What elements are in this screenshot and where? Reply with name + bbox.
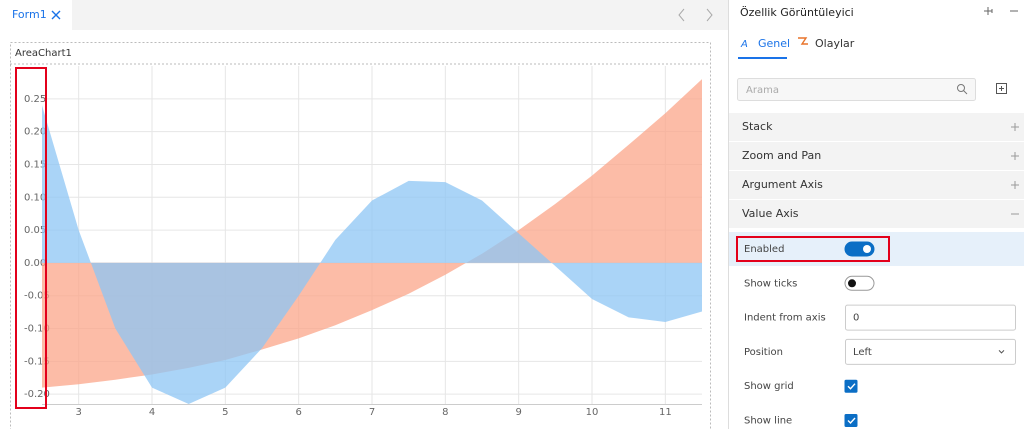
section-label[interactable]: Zoom and Pan [742,149,821,162]
property-list: Stack Zoom and Pan Argument Axis Value Axis… [729,113,1024,427]
section-label[interactable]: Value Axis [742,207,799,220]
next-arrow[interactable] [706,8,713,22]
highlight-box [15,67,47,409]
section-label[interactable]: Stack [742,120,773,133]
property-label: Position [744,347,783,358]
y-tick-label: 0.20 [24,127,46,138]
checkbox[interactable] [844,379,858,393]
y-tick-label: 0.15 [24,159,46,170]
search-icon-handle [963,90,968,95]
check-mark [847,383,856,390]
section-header[interactable] [729,142,1024,170]
x-tick-label: 7 [369,407,375,418]
add-icon-plus [999,86,1004,91]
search-icon [957,84,965,92]
chart-title: AreaChart1 [15,48,72,59]
y-tick-label: -0.15 [24,356,50,367]
x-tick-label: 3 [75,407,81,418]
x-tick-label: 5 [222,407,228,418]
y-tick-label: 0.05 [24,225,46,236]
tab-title[interactable]: Form1 [12,8,47,21]
tab-underline [738,57,787,59]
dropdown-arrow [998,350,1005,354]
x-tick-label: 10 [586,407,599,418]
x-tick-label: 8 [442,407,448,418]
input-value[interactable]: 0 [853,313,859,324]
toggle-knob [863,245,871,253]
events-icon [798,37,808,45]
property-label: Show grid [744,381,794,392]
checkbox[interactable] [844,414,858,427]
check-mark [847,417,856,425]
x-tick-label: 4 [149,407,155,418]
prev-arrow[interactable] [678,8,685,22]
property-label: Show ticks [744,278,797,289]
tab-bar [0,0,728,30]
general-icon: A [740,39,748,50]
tab-events[interactable]: Olaylar [815,37,855,50]
search-placeholder[interactable]: Arama [746,85,779,96]
property-label: Indent from axis [744,313,826,324]
section-header[interactable] [729,171,1024,199]
control-border [10,42,711,429]
expand-icon[interactable] [1011,152,1019,160]
y-tick-label: 0.00 [24,258,46,269]
plot: -0.20 -0.15 -0.10 -0.05 0.00 0.05 0.10 0.15 0.20… [24,66,702,418]
panel-title: Özellik Görüntüleyici [740,6,854,19]
y-tick-label: -0.05 [24,291,50,302]
section-header[interactable] [729,113,1024,141]
search-box[interactable] [737,78,976,101]
toggle-knob [848,279,856,288]
property-label: Enabled [744,244,784,255]
y-tick-label: 0.10 [24,192,46,203]
highlight-box [736,236,890,262]
y-tick-label: -0.10 [24,324,50,335]
x-tick-label: 9 [515,407,521,418]
number-input[interactable] [845,304,1016,331]
y-tick-label: -0.20 [24,389,50,400]
x-tick-label: 6 [295,407,301,418]
add-icon[interactable] [996,83,1007,94]
dropdown-value[interactable]: Left [853,347,872,358]
panel-icons[interactable] [984,7,1018,15]
x-tick-label: 11 [659,407,672,418]
close-icon[interactable] [51,10,61,20]
expand-icon[interactable] [1011,181,1019,189]
section-label[interactable]: Argument Axis [742,178,823,191]
tab-general[interactable]: Genel [758,37,790,50]
y-tick-label: 0.25 [24,94,46,105]
section-header[interactable] [729,200,1024,228]
dropdown[interactable] [845,338,1016,365]
area [42,105,702,404]
expand-icon[interactable] [1011,123,1019,131]
tab[interactable] [0,0,72,30]
property-label: Show line [744,416,792,427]
